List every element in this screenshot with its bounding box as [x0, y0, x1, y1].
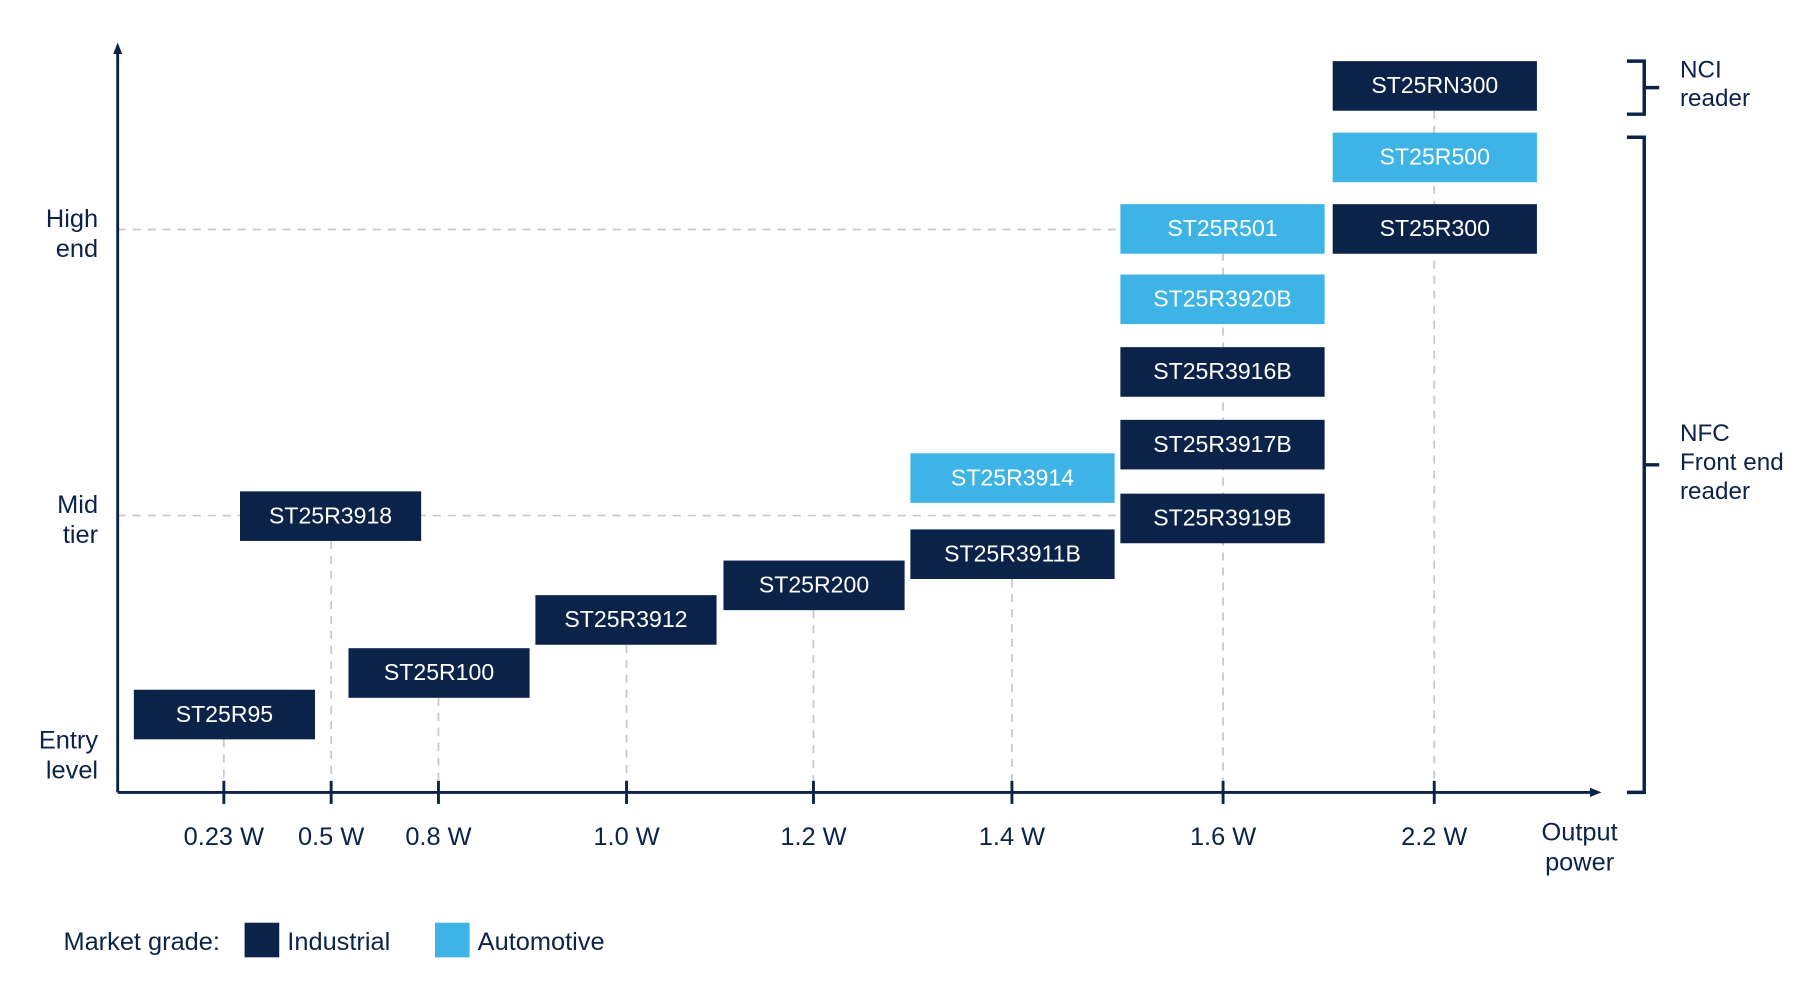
- y-level-label: High: [46, 205, 98, 233]
- y-level-label: Mid: [57, 491, 98, 519]
- product-label: ST25R501: [1167, 215, 1277, 241]
- x-tick-label: 1.4 W: [979, 823, 1045, 851]
- legend-swatch: [244, 922, 280, 958]
- y-level-label: tier: [63, 521, 99, 549]
- product-box: [723, 560, 905, 611]
- product-box: [1332, 204, 1537, 254]
- product-box: [1120, 493, 1325, 544]
- x-tick-label: 1.2 W: [780, 823, 846, 851]
- product-label: ST25R3919B: [1153, 505, 1291, 531]
- x-tick-label: 0.8 W: [405, 823, 471, 851]
- product-box: [348, 648, 530, 698]
- bracket: [1626, 59, 1660, 116]
- product-label: ST25R300: [1380, 215, 1490, 241]
- product-label: ST25R3912: [564, 606, 687, 632]
- x-tick-label: 1.6 W: [1190, 823, 1256, 851]
- product-label: ST25R95: [176, 701, 273, 727]
- x-tick-label: 0.23 W: [184, 823, 264, 851]
- product-box: [1120, 347, 1325, 397]
- group-label: NCI: [1680, 56, 1722, 83]
- product-box: [240, 491, 422, 541]
- product-label: ST25R500: [1380, 144, 1490, 170]
- product-box: [1120, 419, 1325, 470]
- group-label: NFC: [1680, 420, 1730, 447]
- group-label: reader: [1680, 85, 1750, 112]
- product-label: ST25R200: [759, 572, 869, 598]
- product-label: ST25R3916B: [1153, 358, 1291, 384]
- product-box: [1332, 61, 1537, 111]
- product-box: [1332, 132, 1537, 183]
- product-label: ST25RN300: [1371, 72, 1498, 98]
- y-level-label: end: [56, 235, 98, 263]
- product-label: ST25R3911B: [944, 540, 1081, 566]
- product-box: [1120, 204, 1325, 254]
- x-tick-label: 0.5 W: [298, 823, 364, 851]
- product-label: ST25R3917B: [1153, 431, 1291, 457]
- legend-title: Market grade:: [63, 928, 219, 956]
- product-box: [535, 595, 717, 645]
- product-label: ST25R3914: [951, 464, 1074, 490]
- legend-label: Automotive: [478, 928, 605, 956]
- x-axis-title: power: [1545, 849, 1615, 877]
- x-axis-title: Output: [1542, 819, 1618, 847]
- group-label: Front end: [1680, 449, 1784, 476]
- product-label: ST25R3918: [269, 502, 392, 528]
- product-box: [1120, 274, 1325, 325]
- legend-label: Industrial: [287, 928, 390, 956]
- x-tick-label: 1.0 W: [593, 823, 659, 851]
- x-tick-label: 2.2 W: [1401, 823, 1467, 851]
- product-box: [910, 453, 1115, 503]
- product-box: [910, 529, 1115, 580]
- y-level-label: level: [46, 756, 98, 784]
- legend-swatch: [435, 922, 470, 958]
- product-label: ST25R100: [384, 659, 494, 685]
- group-label: reader: [1680, 478, 1750, 505]
- bracket: [1626, 135, 1660, 795]
- product-box: [133, 689, 315, 740]
- product-label: ST25R3920B: [1153, 286, 1291, 312]
- y-level-label: Entry: [39, 726, 99, 754]
